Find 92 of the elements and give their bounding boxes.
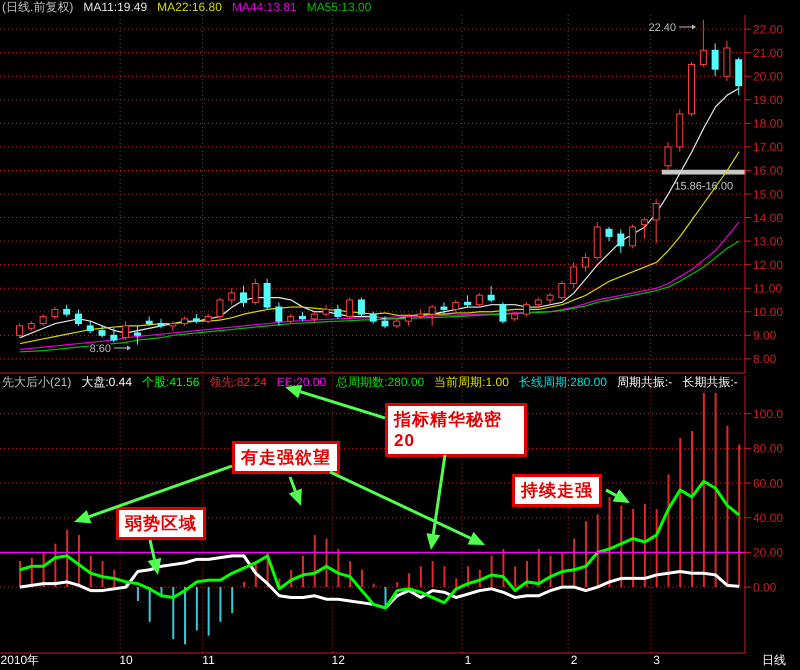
candlestick [134, 325, 141, 346]
x-tick-label: 3 [653, 653, 660, 667]
y-tick-label: 19.00 [753, 93, 784, 108]
y-tick-label: 22.00 [753, 22, 784, 36]
candlestick [712, 42, 719, 77]
bar [360, 570, 363, 588]
bar [702, 392, 705, 588]
y-tick-label: 20.00 [753, 546, 784, 560]
bar [691, 431, 694, 588]
text: MA44:13.81 [232, 0, 297, 15]
bar [396, 582, 398, 588]
bar [420, 566, 422, 588]
y-tick-label: 12.00 [753, 258, 784, 272]
line-series [19, 240, 740, 352]
bar [231, 587, 234, 614]
text: MA11:19.49 [83, 0, 148, 15]
bar [196, 587, 198, 630]
text: 个股:41.56 [142, 375, 200, 390]
text: 日线 [762, 652, 786, 669]
bar [632, 509, 634, 588]
annotation: 22.40 [648, 22, 676, 34]
annotation: 当前周期:1.00 [434, 375, 509, 390]
text: MA22:16.80 [157, 0, 222, 15]
annotation: 长期共振:- [682, 375, 738, 390]
y-tick-label: 17.00 [753, 140, 784, 154]
y-tick-label: 16.00 [753, 164, 784, 178]
y-tick-label: 13.00 [753, 234, 784, 248]
bar [514, 566, 516, 588]
annotation: 长线周期:280.00 [518, 375, 607, 390]
bar [208, 587, 210, 636]
bar [314, 535, 316, 588]
y-tick-label: 100.0 [753, 406, 784, 421]
x-tick-label: 10 [119, 653, 133, 667]
bar [620, 506, 622, 588]
y-tick-label: 60.00 [753, 476, 784, 490]
text: 领先:82.24 [209, 375, 267, 390]
x-tick-label: 1 [464, 653, 472, 667]
x-tick-label: 2010年 [0, 653, 40, 667]
y-tick-label: 80.00 [753, 442, 784, 456]
y-tick-label: 11.00 [753, 281, 782, 296]
bar [408, 573, 410, 588]
x-tick-label: 12 [332, 653, 346, 667]
bar [679, 438, 682, 588]
x-tick-label: 2 [570, 653, 578, 667]
bar [596, 514, 599, 588]
candlestick [652, 198, 660, 244]
annotation: 持续走强 [512, 474, 602, 507]
bar [667, 474, 670, 588]
line-series [18, 554, 741, 610]
y-tick-label: 15.00 [753, 187, 784, 202]
bar [726, 426, 728, 588]
bar [432, 561, 434, 588]
x-tick-label: 11 [202, 653, 216, 667]
text: MA55:13.00 [306, 0, 372, 15]
bar [184, 587, 186, 644]
annotation: 有走强欲望 [232, 441, 340, 474]
bar [443, 566, 446, 588]
chart-title: 先大后小(21) [2, 375, 72, 390]
y-tick-label: 40.00 [753, 510, 784, 525]
bar [455, 578, 458, 588]
y-tick-label: 10.00 [753, 305, 784, 320]
chart-title: (日线.前复权) [2, 0, 74, 15]
bar [372, 584, 375, 588]
bar [714, 392, 717, 588]
bar [172, 587, 174, 640]
y-tick-label: 18.00 [753, 116, 784, 131]
bar [243, 582, 246, 588]
y-tick-label: 14.00 [753, 210, 784, 225]
annotation: EE:20.00 [276, 375, 326, 390]
line-series [19, 221, 740, 350]
annotation: 指标精华秘密 20 [385, 403, 527, 457]
y-tick-label: 9.00 [753, 328, 777, 343]
candlestick [723, 40, 730, 82]
annotation: 8.60 [90, 343, 111, 355]
bar [326, 538, 328, 588]
line-series [19, 88, 740, 338]
y-tick-label: 20.00 [753, 69, 784, 84]
annotation: 周期共振:- [616, 375, 672, 390]
bar [219, 587, 222, 622]
y-tick-label: 8.00 [753, 352, 777, 366]
bar [136, 587, 139, 601]
y-tick-label: 0.00 [753, 580, 777, 594]
y-tick-label: 21.00 [753, 46, 784, 60]
bar [738, 444, 740, 588]
bar [148, 587, 151, 622]
bar [584, 521, 587, 588]
annotation: 弱势区域 [116, 507, 206, 540]
annotation: 总周期数:280.00 [336, 375, 424, 390]
line-series [19, 151, 740, 344]
text: 大盘:0.44 [81, 375, 132, 390]
line-series [18, 480, 741, 610]
candlestick [664, 142, 672, 171]
